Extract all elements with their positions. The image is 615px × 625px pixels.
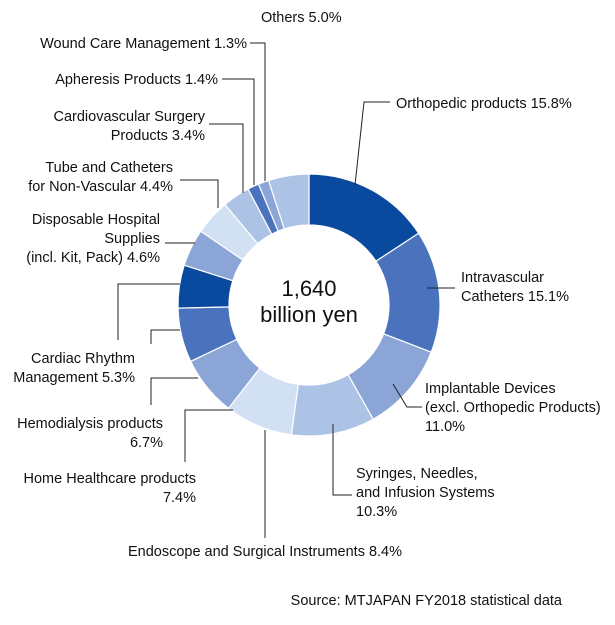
leader-line-disposable-hospital <box>117 283 180 340</box>
label-disposable-hospital: Disposable Hospital Supplies (incl. Kit, P… <box>26 212 160 266</box>
label-line-intravascular-0: Intravascular <box>461 270 544 286</box>
leader-line-hemodialysis <box>150 377 198 405</box>
label-cardiac-rhythm: Cardiac Rhythm Management 5.3% <box>13 351 135 386</box>
label-wound-care: Wound Care Management 1.3% <box>40 36 247 52</box>
center-total-unit: billion yen <box>260 302 358 327</box>
leader-line-syringes <box>332 424 352 496</box>
label-line-syringes-0: Syringes, Needles, <box>356 466 478 482</box>
leader-line-implantable <box>392 383 422 408</box>
label-line-others-0: Others 5.0% <box>261 10 342 26</box>
label-syringes: Syringes, Needles, and Infusion Systems 10… <box>356 466 495 520</box>
label-line-cardiovascular-surgery-0: Cardiovascular Surgery <box>53 109 205 125</box>
leader-line-orthopedic <box>354 101 390 186</box>
label-line-orthopedic-0: Orthopedic products 15.8% <box>396 96 572 112</box>
leader-line-home-healthcare <box>184 409 233 462</box>
label-line-cardiac-rhythm-1: Management 5.3% <box>13 370 135 386</box>
leader-line-cardiac-rhythm <box>150 329 180 344</box>
label-line-hemodialysis-1: 6.7% <box>130 435 163 451</box>
label-line-disposable-hospital-1: Supplies <box>104 231 160 247</box>
label-line-wound-care-0: Wound Care Management 1.3% <box>40 36 247 52</box>
label-home-healthcare: Home Healthcare products 7.4% <box>24 471 197 506</box>
label-intravascular: Intravascular Catheters 15.1% <box>461 270 569 305</box>
label-cardiovascular-surgery: Cardiovascular Surgery Products 3.4% <box>53 109 205 144</box>
label-line-hemodialysis-0: Hemodialysis products <box>17 416 163 432</box>
label-line-endoscope-0: Endoscope and Surgical Instruments 8.4% <box>128 544 402 560</box>
donut-slices <box>177 173 441 437</box>
label-line-cardiac-rhythm-0: Cardiac Rhythm <box>31 351 135 367</box>
label-endoscope: Endoscope and Surgical Instruments 8.4% <box>128 544 402 560</box>
leader-line-cardiovascular-surgery <box>180 179 219 208</box>
label-line-implantable-2: 11.0% <box>425 419 465 435</box>
label-line-disposable-hospital-0: Disposable Hospital <box>32 212 160 228</box>
center-total-value: 1,640 <box>281 276 336 301</box>
leader-lines <box>117 42 455 538</box>
slice-others <box>267 173 310 230</box>
source-note: Source: MTJAPAN FY2018 statistical data <box>291 593 563 609</box>
label-line-home-healthcare-0: Home Healthcare products <box>24 471 196 487</box>
label-line-apheresis-0: Apheresis Products 1.4% <box>55 72 218 88</box>
label-line-syringes-2: 10.3% <box>356 504 397 520</box>
slice-labels: Orthopedic products 15.8% Intravascular Ca… <box>13 10 600 560</box>
label-line-tube-catheters-0: Tube and Catheters <box>45 160 173 176</box>
label-orthopedic: Orthopedic products 15.8% <box>396 96 572 112</box>
label-others: Others 5.0% <box>261 10 342 26</box>
label-line-implantable-1: (excl. Orthopedic Products) <box>425 400 601 416</box>
label-line-home-healthcare-1: 7.4% <box>163 490 196 506</box>
leader-line-others <box>250 42 266 181</box>
label-line-tube-catheters-1: for Non-Vascular 4.4% <box>28 179 173 195</box>
leader-line-apheresis <box>209 123 244 193</box>
label-implantable: Implantable Devices (excl. Orthopedic Pro… <box>425 381 601 435</box>
label-hemodialysis: Hemodialysis products 6.7% <box>17 416 163 451</box>
label-line-disposable-hospital-2: (incl. Kit, Pack) 4.6% <box>26 250 160 266</box>
label-line-syringes-1: and Infusion Systems <box>356 485 495 501</box>
label-line-intravascular-1: Catheters 15.1% <box>461 289 569 305</box>
label-apheresis: Apheresis Products 1.4% <box>55 72 218 88</box>
leader-line-wound-care <box>222 78 255 185</box>
label-tube-catheters: Tube and Catheters for Non-Vascular 4.4% <box>28 160 173 195</box>
label-line-cardiovascular-surgery-1: Products 3.4% <box>111 128 205 144</box>
label-line-implantable-0: Implantable Devices <box>425 381 556 397</box>
